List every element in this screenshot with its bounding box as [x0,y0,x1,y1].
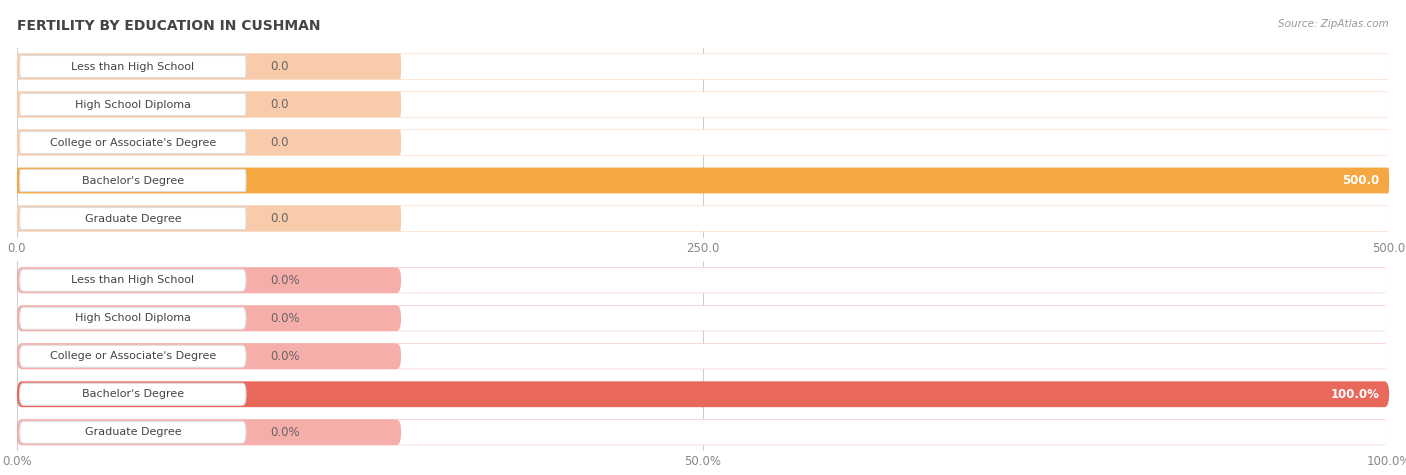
FancyBboxPatch shape [20,132,246,153]
Text: 0.0: 0.0 [271,98,290,111]
FancyBboxPatch shape [20,94,246,115]
FancyBboxPatch shape [17,130,1389,155]
Text: 100.0%: 100.0% [1330,388,1379,401]
FancyBboxPatch shape [20,170,246,191]
FancyBboxPatch shape [17,92,1389,117]
Text: Bachelor's Degree: Bachelor's Degree [82,175,184,186]
FancyBboxPatch shape [17,206,1389,231]
Text: 500.0: 500.0 [1343,174,1379,187]
Text: High School Diploma: High School Diploma [75,313,191,323]
FancyBboxPatch shape [17,54,1389,79]
Text: Less than High School: Less than High School [72,61,194,72]
FancyBboxPatch shape [20,306,1389,331]
FancyBboxPatch shape [17,381,1389,407]
FancyBboxPatch shape [17,130,1389,155]
FancyBboxPatch shape [17,54,1389,79]
FancyBboxPatch shape [17,419,401,445]
Text: 0.0%: 0.0% [271,426,301,439]
FancyBboxPatch shape [17,206,401,231]
Text: FERTILITY BY EDUCATION IN CUSHMAN: FERTILITY BY EDUCATION IN CUSHMAN [17,19,321,33]
FancyBboxPatch shape [20,421,246,443]
Text: Graduate Degree: Graduate Degree [84,427,181,437]
Text: 0.0: 0.0 [271,212,290,225]
FancyBboxPatch shape [20,345,246,367]
FancyBboxPatch shape [20,383,246,405]
FancyBboxPatch shape [20,307,246,329]
Text: Less than High School: Less than High School [72,275,194,285]
FancyBboxPatch shape [17,419,1389,445]
FancyBboxPatch shape [17,267,401,293]
FancyBboxPatch shape [20,269,246,291]
Text: 0.0%: 0.0% [271,312,301,325]
Text: Bachelor's Degree: Bachelor's Degree [82,389,184,399]
Text: 0.0: 0.0 [271,60,290,73]
FancyBboxPatch shape [17,92,1389,117]
FancyBboxPatch shape [17,168,1389,193]
FancyBboxPatch shape [17,54,401,79]
Text: College or Associate's Degree: College or Associate's Degree [49,351,217,361]
Text: College or Associate's Degree: College or Associate's Degree [49,137,217,148]
Text: Source: ZipAtlas.com: Source: ZipAtlas.com [1278,19,1389,29]
Text: 0.0: 0.0 [271,136,290,149]
FancyBboxPatch shape [20,208,246,229]
FancyBboxPatch shape [20,344,1389,369]
FancyBboxPatch shape [20,56,246,77]
FancyBboxPatch shape [17,206,1389,231]
Text: 0.0%: 0.0% [271,274,301,287]
FancyBboxPatch shape [17,343,1389,369]
FancyBboxPatch shape [17,305,1389,331]
FancyBboxPatch shape [20,420,1389,445]
FancyBboxPatch shape [17,343,401,369]
Text: 0.0%: 0.0% [271,350,301,363]
Text: High School Diploma: High School Diploma [75,99,191,110]
FancyBboxPatch shape [17,305,401,331]
FancyBboxPatch shape [20,268,1389,293]
Text: Graduate Degree: Graduate Degree [84,213,181,224]
FancyBboxPatch shape [17,130,401,155]
FancyBboxPatch shape [17,267,1389,293]
FancyBboxPatch shape [17,92,401,117]
